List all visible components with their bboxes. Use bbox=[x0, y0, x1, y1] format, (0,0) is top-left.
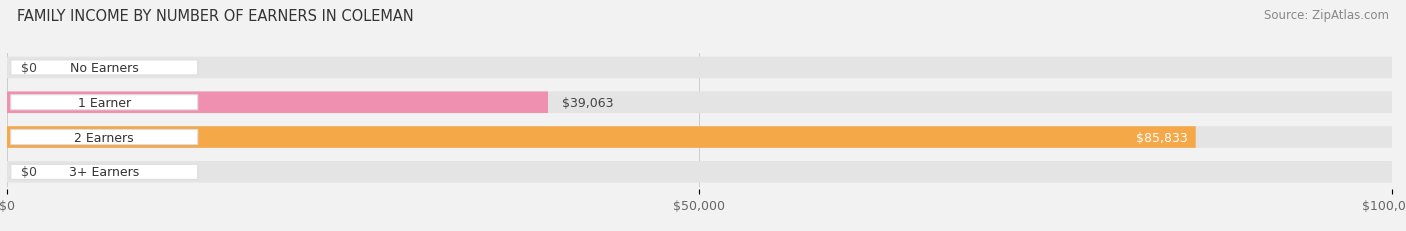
FancyBboxPatch shape bbox=[7, 58, 1392, 79]
FancyBboxPatch shape bbox=[7, 127, 1392, 148]
Text: $39,063: $39,063 bbox=[562, 96, 613, 109]
Text: 2 Earners: 2 Earners bbox=[75, 131, 134, 144]
FancyBboxPatch shape bbox=[11, 95, 198, 110]
Text: $0: $0 bbox=[21, 62, 37, 75]
Text: 1 Earner: 1 Earner bbox=[77, 96, 131, 109]
FancyBboxPatch shape bbox=[7, 161, 1392, 183]
FancyBboxPatch shape bbox=[7, 92, 548, 113]
FancyBboxPatch shape bbox=[11, 61, 198, 76]
FancyBboxPatch shape bbox=[7, 127, 1195, 148]
FancyBboxPatch shape bbox=[11, 164, 198, 180]
Text: FAMILY INCOME BY NUMBER OF EARNERS IN COLEMAN: FAMILY INCOME BY NUMBER OF EARNERS IN CO… bbox=[17, 9, 413, 24]
FancyBboxPatch shape bbox=[7, 92, 1392, 113]
Text: 3+ Earners: 3+ Earners bbox=[69, 166, 139, 179]
FancyBboxPatch shape bbox=[11, 130, 198, 145]
Text: Source: ZipAtlas.com: Source: ZipAtlas.com bbox=[1264, 9, 1389, 22]
Text: No Earners: No Earners bbox=[70, 62, 139, 75]
Text: $0: $0 bbox=[21, 166, 37, 179]
Text: $85,833: $85,833 bbox=[1136, 131, 1188, 144]
